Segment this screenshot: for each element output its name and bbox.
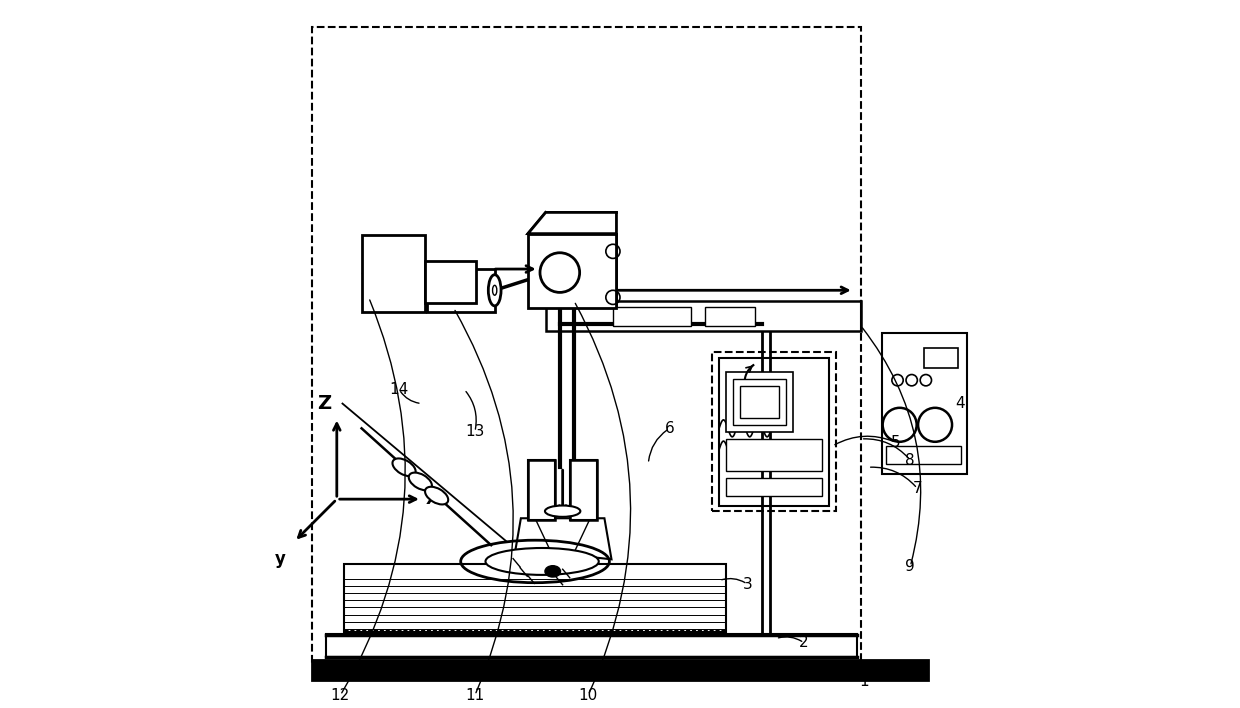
Text: 12: 12 — [331, 687, 350, 703]
Bar — [570, 460, 598, 520]
Ellipse shape — [544, 506, 580, 517]
Bar — [727, 372, 794, 432]
Bar — [528, 460, 554, 520]
Bar — [727, 439, 822, 471]
Bar — [528, 460, 554, 520]
Ellipse shape — [409, 473, 432, 490]
Bar — [528, 234, 616, 308]
Bar — [925, 348, 959, 368]
Bar — [712, 352, 836, 511]
Text: 7: 7 — [913, 481, 923, 496]
Bar — [428, 269, 495, 312]
Text: 14: 14 — [389, 382, 409, 397]
Ellipse shape — [425, 487, 448, 504]
Text: 2: 2 — [800, 635, 808, 651]
Text: 8: 8 — [905, 452, 915, 468]
Text: 4: 4 — [955, 396, 965, 411]
Text: X: X — [427, 490, 439, 508]
Ellipse shape — [486, 548, 599, 575]
Text: y: y — [275, 550, 286, 568]
Ellipse shape — [489, 275, 501, 306]
Text: 6: 6 — [665, 421, 675, 436]
Bar — [362, 235, 425, 312]
Text: 3: 3 — [743, 576, 753, 592]
Bar — [719, 358, 828, 506]
Text: Z: Z — [317, 394, 331, 413]
Text: 10: 10 — [579, 687, 598, 703]
Bar — [727, 478, 822, 496]
Bar — [425, 261, 476, 303]
Bar — [740, 386, 779, 418]
Bar — [343, 564, 727, 632]
Bar — [887, 446, 961, 464]
Ellipse shape — [393, 459, 415, 476]
Text: 1: 1 — [859, 673, 869, 689]
Polygon shape — [528, 212, 616, 234]
Bar — [613, 307, 691, 326]
Ellipse shape — [544, 566, 560, 577]
Bar — [733, 379, 786, 425]
Text: 9: 9 — [905, 559, 915, 574]
Polygon shape — [513, 518, 611, 559]
Bar — [706, 307, 754, 326]
Text: 5: 5 — [892, 435, 901, 450]
Bar — [312, 660, 928, 680]
Bar — [312, 27, 861, 664]
Text: 11: 11 — [465, 687, 485, 703]
Bar — [546, 301, 861, 331]
Bar — [326, 634, 857, 657]
Ellipse shape — [492, 285, 497, 295]
Bar — [570, 460, 598, 520]
Bar — [882, 333, 967, 474]
Text: 13: 13 — [465, 424, 485, 440]
